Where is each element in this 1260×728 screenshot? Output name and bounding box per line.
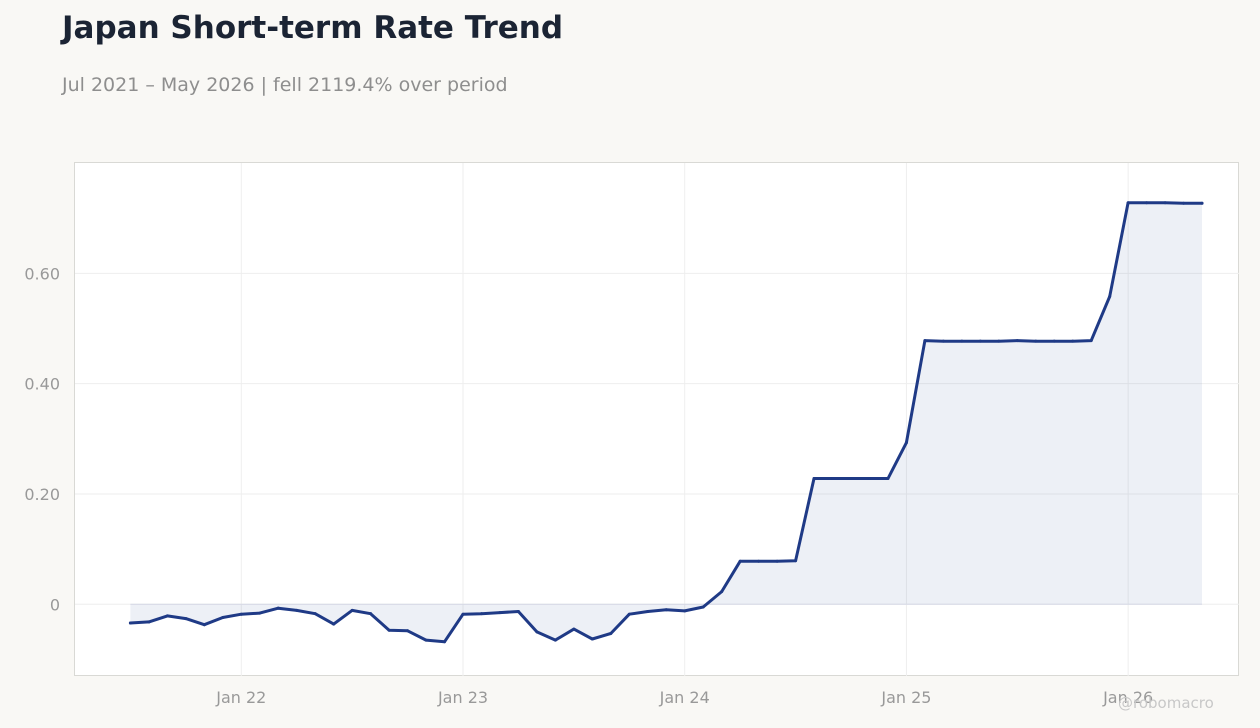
y-tick-label: 0.20	[24, 485, 60, 504]
chart-title: Japan Short-term Rate Trend	[62, 10, 564, 46]
data-point	[757, 559, 761, 563]
data-point	[1126, 201, 1130, 205]
data-point	[683, 609, 687, 613]
data-point	[1015, 339, 1019, 343]
data-point	[258, 611, 262, 615]
data-point	[1034, 339, 1038, 343]
data-point	[701, 605, 705, 609]
data-point	[553, 638, 557, 642]
data-point	[128, 621, 132, 625]
data-point	[1182, 201, 1186, 205]
y-tick-label: 0.60	[24, 264, 60, 283]
data-point	[350, 608, 354, 612]
data-point	[406, 629, 410, 633]
series-area-fill	[130, 202, 1202, 642]
data-point	[221, 616, 225, 620]
data-point	[941, 339, 945, 343]
data-point	[479, 612, 483, 616]
data-point	[276, 606, 280, 610]
data-point	[535, 630, 539, 634]
data-point	[627, 612, 631, 616]
data-point	[960, 339, 964, 343]
x-tick-label: Jan 25	[880, 688, 931, 707]
data-point	[1071, 339, 1075, 343]
y-tick-label: 0	[50, 595, 60, 614]
x-axis-ticks: Jan 22 Jan 23 Jan 24 Jan 25 Jan 26	[215, 688, 1153, 707]
data-point	[1145, 201, 1149, 205]
y-axis-ticks: 0 0.20 0.40 0.60	[24, 264, 60, 614]
data-point	[738, 559, 742, 563]
x-tick-label: Jan 26	[1102, 688, 1153, 707]
data-point	[720, 590, 724, 594]
data-point	[295, 608, 299, 612]
data-point	[369, 612, 373, 616]
data-point	[443, 640, 447, 644]
data-point	[1108, 294, 1112, 298]
plot-frame	[74, 162, 1239, 676]
data-point	[516, 609, 520, 613]
data-point	[332, 622, 336, 626]
line-layer	[128, 201, 1204, 644]
x-tick-label: Jan 22	[215, 688, 266, 707]
data-point	[202, 623, 206, 627]
chart-subtitle: Jul 2021 – May 2026 | fell 2119.4% over …	[62, 74, 508, 96]
area-layer	[130, 202, 1203, 642]
data-point	[184, 617, 188, 621]
data-point	[1200, 201, 1204, 205]
data-point	[867, 477, 871, 481]
data-point	[812, 477, 816, 481]
data-point	[609, 632, 613, 636]
data-point	[646, 609, 650, 613]
data-point	[387, 628, 391, 632]
x-tick-label: Jan 24	[659, 688, 710, 707]
data-point	[1052, 339, 1056, 343]
data-point	[313, 612, 317, 616]
data-point	[775, 559, 779, 563]
data-point	[997, 339, 1001, 343]
data-point	[886, 477, 890, 481]
data-point	[831, 477, 835, 481]
data-point	[498, 611, 502, 615]
x-tick-label: Jan 23	[437, 688, 488, 707]
data-point	[664, 608, 668, 612]
data-point	[461, 612, 465, 616]
y-tick-label: 0.40	[24, 375, 60, 394]
data-point	[904, 441, 908, 445]
data-point	[572, 627, 576, 631]
watermark: @robomacro	[1118, 694, 1214, 712]
data-point	[923, 339, 927, 343]
data-point	[849, 477, 853, 481]
data-point	[590, 637, 594, 641]
data-point	[1163, 201, 1167, 205]
data-point	[794, 559, 798, 563]
data-point	[424, 638, 428, 642]
data-point	[1089, 339, 1093, 343]
data-point	[239, 612, 243, 616]
data-point	[978, 339, 982, 343]
data-point	[165, 614, 169, 618]
data-point	[147, 620, 151, 624]
